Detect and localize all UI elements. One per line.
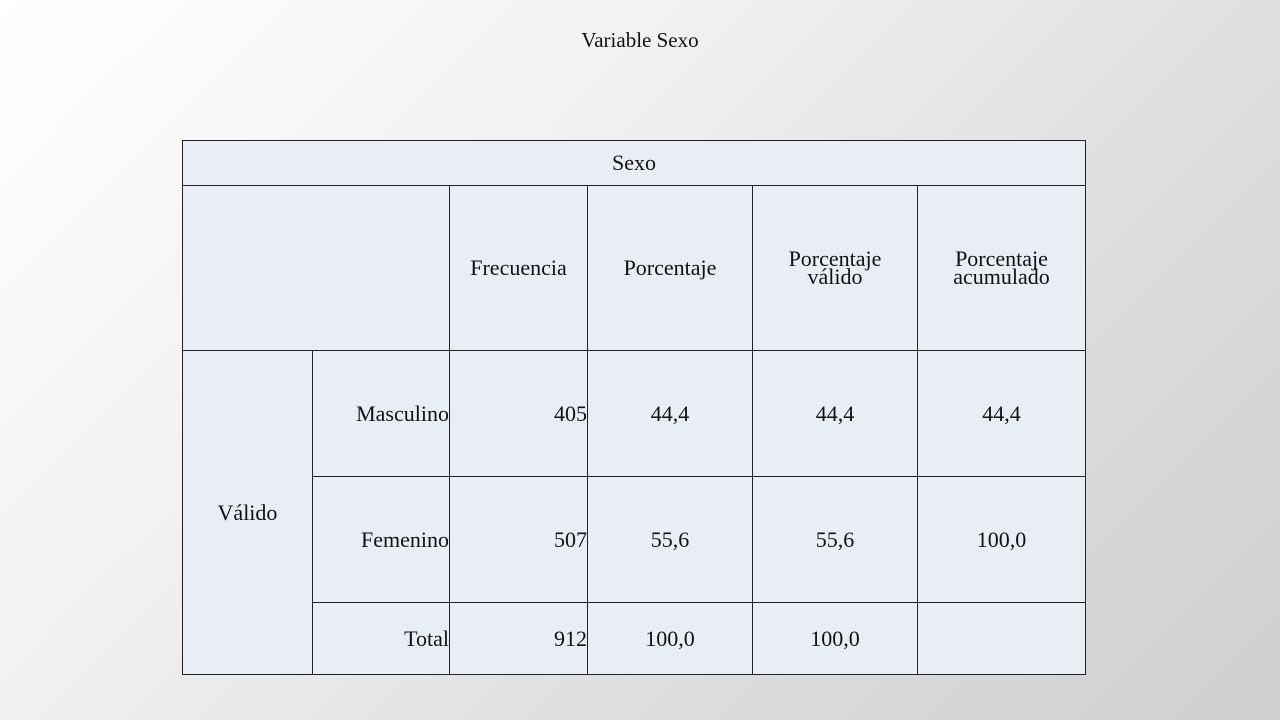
cell-frecuencia: 912 bbox=[449, 602, 588, 675]
cell-porcentaje-valido: 44,4 bbox=[752, 350, 918, 477]
header-porcentaje-valido-line2: válido bbox=[807, 264, 863, 289]
table-header-row: Frecuencia Porcentaje Porcentaje válido … bbox=[182, 185, 1086, 351]
header-porcentaje: Porcentaje bbox=[587, 185, 753, 351]
row-label: Femenino bbox=[312, 476, 450, 603]
table-caption: Sexo bbox=[182, 140, 1086, 186]
cell-porcentaje-acumulado: 100,0 bbox=[917, 476, 1086, 603]
cell-frecuencia: 507 bbox=[449, 476, 588, 603]
header-porcentaje-acumulado: Porcentaje acumulado bbox=[917, 185, 1086, 351]
row-label: Masculino bbox=[312, 350, 450, 477]
header-frecuencia: Frecuencia bbox=[449, 185, 588, 351]
header-porcentaje-acumulado-line1: Porcentaje bbox=[955, 246, 1048, 271]
cell-porcentaje-acumulado bbox=[917, 602, 1086, 675]
header-porcentaje-acumulado-line2: acumulado bbox=[953, 264, 1050, 289]
cell-porcentaje: 44,4 bbox=[587, 350, 753, 477]
table-row: Femenino 507 55,6 55,6 100,0 bbox=[183, 476, 1086, 603]
cell-porcentaje: 55,6 bbox=[587, 476, 753, 603]
group-label-valido: Válido bbox=[182, 350, 313, 675]
row-label: Total bbox=[312, 602, 450, 675]
table-row: Válido Masculino 405 44,4 44,4 44,4 bbox=[182, 350, 1086, 675]
header-empty-cell bbox=[182, 185, 450, 351]
cell-porcentaje-valido: 55,6 bbox=[752, 476, 918, 603]
header-porcentaje-valido-line1: Porcentaje bbox=[788, 246, 882, 271]
cell-frecuencia: 405 bbox=[449, 350, 588, 477]
table-row: Total 912 100,0 100,0 bbox=[183, 602, 1086, 675]
cell-porcentaje-valido: 100,0 bbox=[752, 602, 918, 675]
slide-title: Variable Sexo bbox=[581, 28, 699, 52]
cell-porcentaje-acumulado: 44,4 bbox=[917, 350, 1086, 477]
header-porcentaje-valido: Porcentaje válido bbox=[752, 185, 918, 351]
frequency-table: Sexo Frecuencia Porcentaje Porcentaje vá… bbox=[182, 140, 1086, 675]
cell-porcentaje: 100,0 bbox=[587, 602, 753, 675]
table-caption-row: Sexo bbox=[182, 140, 1086, 186]
